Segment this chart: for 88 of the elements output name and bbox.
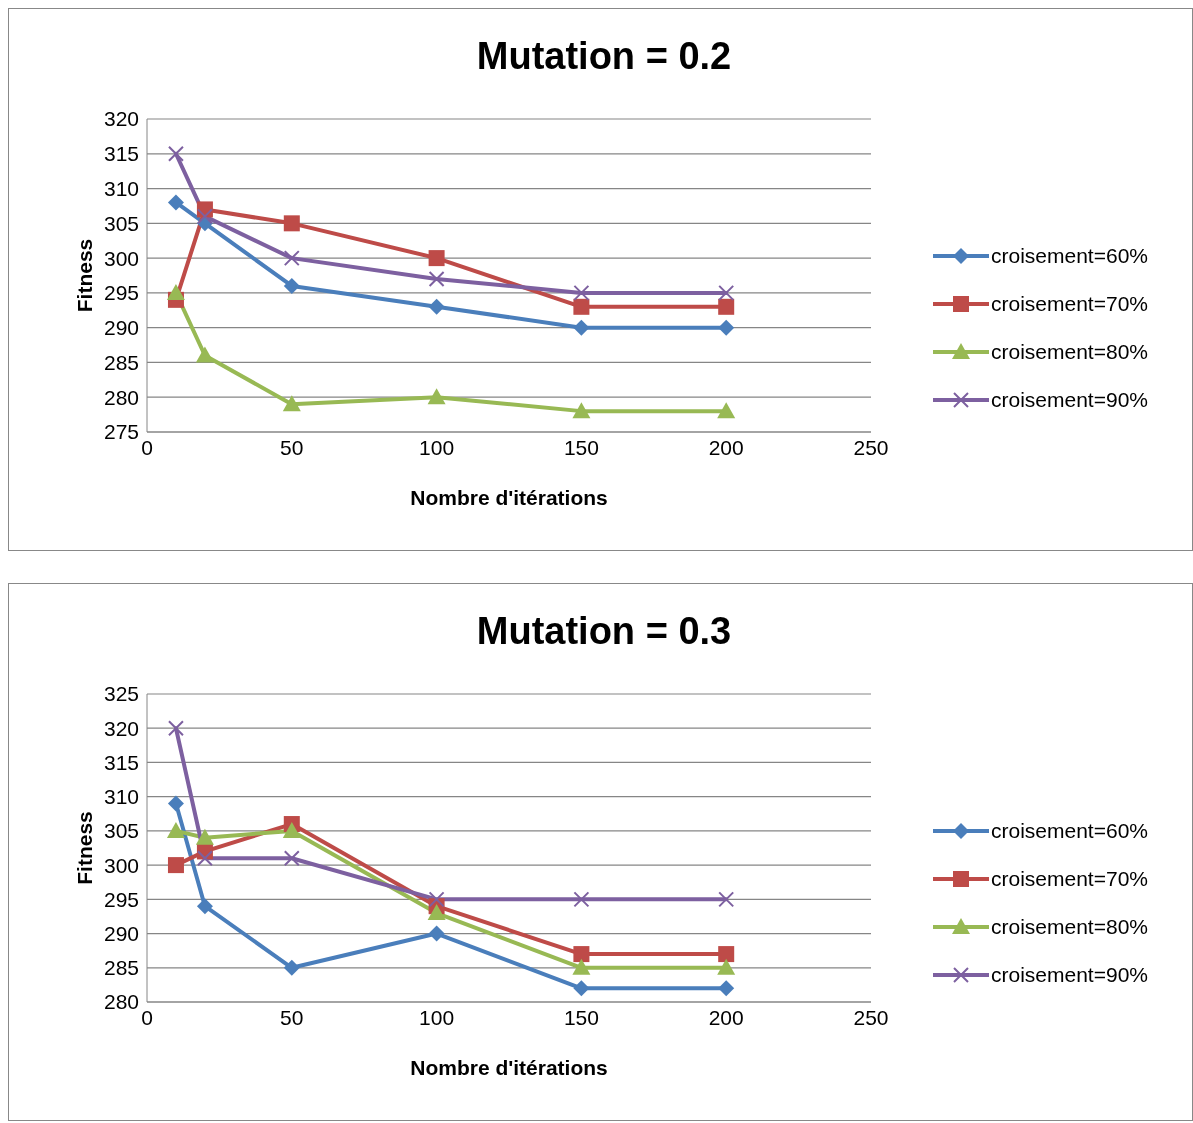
x-tick-label: 0	[141, 435, 153, 459]
point	[427, 388, 446, 405]
legend-label: croisement=80%	[991, 340, 1148, 364]
point	[167, 194, 184, 211]
y-tick-label: 300	[103, 246, 139, 270]
point	[573, 298, 590, 315]
point	[196, 898, 213, 915]
point	[572, 402, 591, 419]
x-tick-label: 250	[853, 1005, 889, 1029]
y-tick-label: 320	[103, 716, 139, 740]
point	[427, 904, 446, 921]
x-tick-label: 0	[141, 1005, 153, 1029]
y-tick-label: 285	[103, 956, 139, 980]
x-tick-label: 100	[419, 435, 455, 459]
x-tick-label: 200	[708, 1005, 744, 1029]
point	[718, 284, 735, 301]
point	[167, 145, 184, 162]
point	[573, 980, 590, 997]
chart-title: Mutation = 0.3	[475, 610, 733, 653]
point	[573, 319, 590, 336]
legend-label: croisement=70%	[991, 867, 1148, 891]
point	[718, 946, 735, 963]
point	[283, 959, 300, 976]
x-tick-label: 50	[280, 435, 304, 459]
legend-label: croisement=60%	[991, 244, 1148, 268]
x-axis-title: Nombre d'itérations	[410, 1056, 608, 1079]
x-tick-label: 50	[280, 1005, 304, 1029]
y-tick-label: 300	[103, 853, 139, 877]
point	[195, 828, 214, 845]
y-tick-label: 305	[103, 819, 139, 843]
x-tick-label: 150	[563, 435, 599, 459]
y-tick-label: 280	[103, 385, 139, 409]
point	[717, 402, 736, 419]
point	[428, 250, 445, 267]
y-tick-label: 285	[103, 350, 139, 374]
point	[573, 891, 590, 908]
x-axis-title: Nombre d'itérations	[410, 486, 608, 509]
point	[717, 958, 736, 975]
point	[718, 298, 735, 315]
point	[167, 795, 184, 812]
point	[167, 857, 184, 874]
point	[196, 850, 213, 867]
point	[167, 720, 184, 737]
point	[283, 215, 300, 232]
y-tick-label: 280	[103, 990, 139, 1014]
y-tick-label: 290	[103, 316, 139, 340]
point	[428, 270, 445, 287]
x-tick-label: 150	[563, 1005, 599, 1029]
y-tick-label: 305	[103, 211, 139, 235]
legend-label: croisement=80%	[991, 915, 1148, 939]
point	[428, 925, 445, 942]
y-tick-label: 310	[103, 785, 139, 809]
point	[196, 208, 213, 225]
point	[282, 821, 301, 838]
y-tick-label: 315	[103, 750, 139, 774]
y-tick-label: 295	[103, 887, 139, 911]
y-axis-title: Fitness	[73, 238, 97, 313]
x-tick-label: 100	[419, 1005, 455, 1029]
y-tick-label: 290	[103, 922, 139, 946]
point	[428, 298, 445, 315]
point	[573, 284, 590, 301]
point	[718, 891, 735, 908]
x-tick-label: 250	[853, 435, 889, 459]
y-tick-label: 320	[103, 107, 139, 131]
point	[283, 277, 300, 294]
x-tick-label: 200	[708, 435, 744, 459]
legend-label: croisement=90%	[991, 388, 1148, 412]
point	[166, 283, 185, 300]
point	[195, 346, 214, 363]
y-tick-label: 310	[103, 177, 139, 201]
y-tick-label: 325	[103, 682, 139, 706]
point	[572, 958, 591, 975]
point	[718, 319, 735, 336]
point	[282, 395, 301, 412]
legend-label: croisement=70%	[991, 292, 1148, 316]
chart-title: Mutation = 0.2	[475, 35, 733, 78]
y-tick-label: 295	[103, 281, 139, 305]
legend-label: croisement=90%	[991, 963, 1148, 987]
legend-label: croisement=60%	[991, 819, 1148, 843]
point	[283, 850, 300, 867]
y-axis-title: Fitness	[73, 811, 97, 885]
point	[718, 980, 735, 997]
point	[573, 946, 590, 963]
point	[166, 821, 185, 838]
y-tick-label: 275	[103, 420, 139, 444]
y-tick-label: 315	[103, 142, 139, 166]
point	[428, 891, 445, 908]
point	[283, 250, 300, 267]
